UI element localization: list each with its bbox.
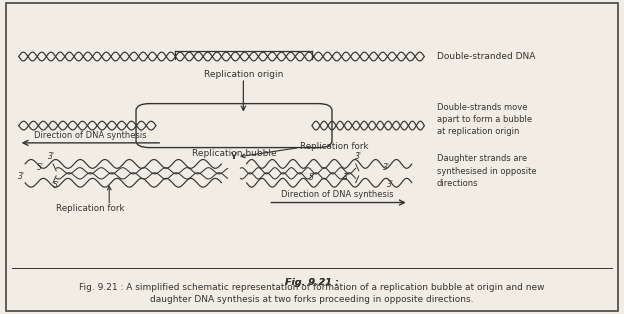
Text: 3': 3' [383,163,391,171]
Text: Double-stranded DNA: Double-stranded DNA [437,52,535,61]
Text: 3': 3' [386,180,394,189]
Text: Replication fork: Replication fork [56,204,125,213]
Text: Replication bubble: Replication bubble [192,149,276,158]
Text: 3': 3' [18,172,26,181]
Text: 5': 5' [308,173,316,181]
Text: 5': 5' [52,181,60,190]
Text: Fig. 9.21 :: Fig. 9.21 : [285,278,339,287]
Text: Direction of DNA synthesis: Direction of DNA synthesis [281,190,393,199]
Text: Fig. 9.21 : A simplified schematic representation of formation of a replication : Fig. 9.21 : A simplified schematic repre… [79,278,545,297]
Text: Replication fork: Replication fork [300,142,368,150]
Text: Replication origin: Replication origin [203,70,283,79]
Text: Double-strands move
apart to form a bubble
at replication origin: Double-strands move apart to form a bubb… [437,103,532,136]
Text: Fig. 9.21 : A simplified schematic representation of formation of a replication : Fig. 9.21 : A simplified schematic repre… [79,283,545,304]
Text: 3': 3' [48,152,56,160]
Text: Direction of DNA synthesis: Direction of DNA synthesis [34,131,147,140]
Text: 3': 3' [355,152,363,160]
Text: Fig. 9.21 :: Fig. 9.21 : [285,278,339,287]
FancyBboxPatch shape [136,104,332,148]
Text: 5': 5' [37,163,44,172]
Text: 3': 3' [343,173,350,181]
Text: Daughter strands are
synthesised in opposite
directions: Daughter strands are synthesised in oppo… [437,154,537,188]
